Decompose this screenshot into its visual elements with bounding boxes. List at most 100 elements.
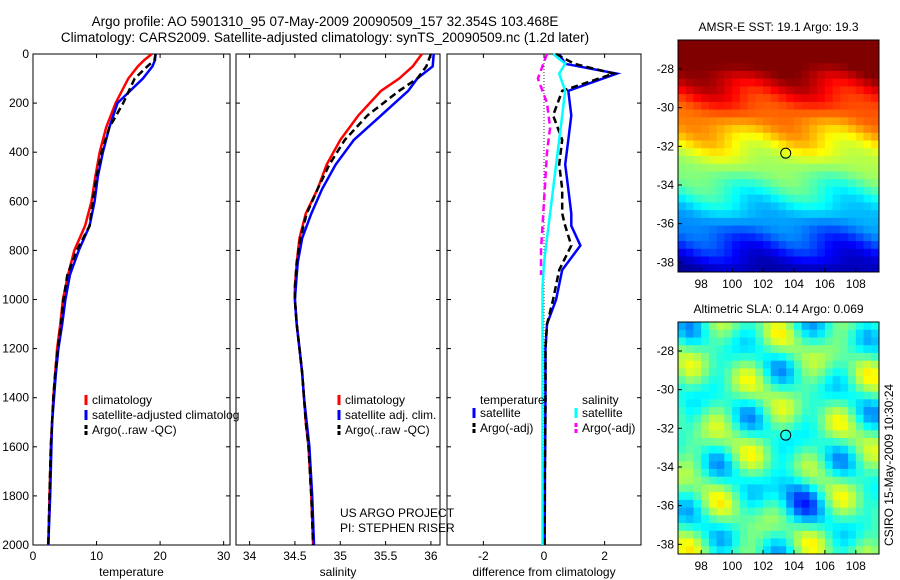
map-cell <box>732 94 741 103</box>
map-cell <box>817 530 826 540</box>
map-cell <box>685 70 694 80</box>
map-cell <box>739 468 749 478</box>
map-cell <box>708 383 718 393</box>
map-cell <box>824 163 834 172</box>
map-cell <box>832 499 841 509</box>
map-cell <box>778 101 787 111</box>
map-cell <box>832 461 841 470</box>
map-cell <box>724 507 733 516</box>
map-cell <box>678 476 687 485</box>
map-cell <box>716 523 725 532</box>
map-cell <box>793 171 803 180</box>
map-cell <box>786 40 795 49</box>
map-cell <box>793 125 803 134</box>
map-cell <box>708 422 718 431</box>
map-cell <box>793 210 803 219</box>
map-cell <box>778 225 787 234</box>
map-cell <box>708 499 718 509</box>
map-cell <box>701 63 710 72</box>
map-cell <box>770 383 779 393</box>
map-cell <box>770 445 779 454</box>
map-cell <box>817 438 826 447</box>
map-cell <box>855 186 865 196</box>
map-cell <box>840 101 849 111</box>
map-cell <box>809 47 818 56</box>
map-cell <box>724 337 733 346</box>
map-cell <box>770 117 779 126</box>
map-cell <box>770 322 779 331</box>
map-cell <box>778 233 787 242</box>
map-cell <box>755 233 764 242</box>
map-cell <box>763 117 772 126</box>
map-cell <box>871 376 880 385</box>
map-cell <box>871 94 880 103</box>
map-cell <box>678 399 687 408</box>
map-cell <box>755 94 764 103</box>
map-x-tick-label: 106 <box>815 559 835 573</box>
map-cell <box>693 148 702 157</box>
map-cell <box>809 515 818 524</box>
map-cell <box>824 132 834 142</box>
map-cell <box>732 407 741 416</box>
map-cell <box>732 352 741 362</box>
map-cell <box>770 94 779 103</box>
map-cell <box>685 78 694 87</box>
map-cell <box>770 422 779 431</box>
map-cell <box>678 445 687 454</box>
map-cell <box>863 407 872 416</box>
map-cell <box>755 55 764 64</box>
map-cell <box>701 109 710 118</box>
map-cell <box>716 101 725 111</box>
map-cell <box>801 163 810 172</box>
map-cell <box>732 391 741 400</box>
map-cell <box>708 217 718 227</box>
map-cell <box>755 217 764 227</box>
map-cell <box>770 47 779 56</box>
map-cell <box>701 256 710 265</box>
map-cell <box>817 40 826 49</box>
map-cell <box>793 55 803 64</box>
map-cell <box>863 468 872 478</box>
map-cell <box>732 461 741 470</box>
map-cell <box>747 345 756 354</box>
map-cell <box>840 399 849 408</box>
map-cell <box>871 515 880 524</box>
map-cell <box>747 163 756 172</box>
map-cell <box>747 414 756 424</box>
map-cell <box>786 94 795 103</box>
map-cell <box>693 329 702 338</box>
map-cell <box>755 523 764 532</box>
map-cell <box>678 484 687 493</box>
map-cell <box>824 329 834 338</box>
map-cell <box>763 186 772 196</box>
sst-map: AMSR-E SST: 19.1 Argo: 19.398 100 102 104 10… <box>657 20 880 291</box>
map-cell <box>716 376 725 385</box>
map-cell <box>793 383 803 393</box>
map-cell <box>739 210 749 219</box>
map-cell <box>708 148 718 157</box>
map-cell <box>848 399 857 408</box>
map-x-tick-label: 102 <box>753 277 773 291</box>
map-x-tick-label: 98 <box>695 277 709 291</box>
map-cell <box>855 125 865 134</box>
map-cell <box>824 507 834 516</box>
map-cell <box>809 171 818 180</box>
map-cell <box>755 546 764 555</box>
map-cell <box>701 163 710 172</box>
map-cell <box>793 461 803 470</box>
map-cell <box>871 399 880 408</box>
map-cell <box>824 414 834 424</box>
map-cell <box>732 422 741 431</box>
map-cell <box>786 345 795 354</box>
x-tick-label: 0 <box>30 549 37 563</box>
map-cell <box>678 499 687 509</box>
map-cell <box>848 546 857 555</box>
map-cell <box>832 47 841 56</box>
map-cell <box>855 194 865 203</box>
map-cell <box>693 179 702 188</box>
map-cell <box>786 109 795 118</box>
map-cell <box>840 352 849 362</box>
map-cell <box>855 156 865 165</box>
map-cell <box>817 248 826 258</box>
map-cell <box>855 515 865 524</box>
